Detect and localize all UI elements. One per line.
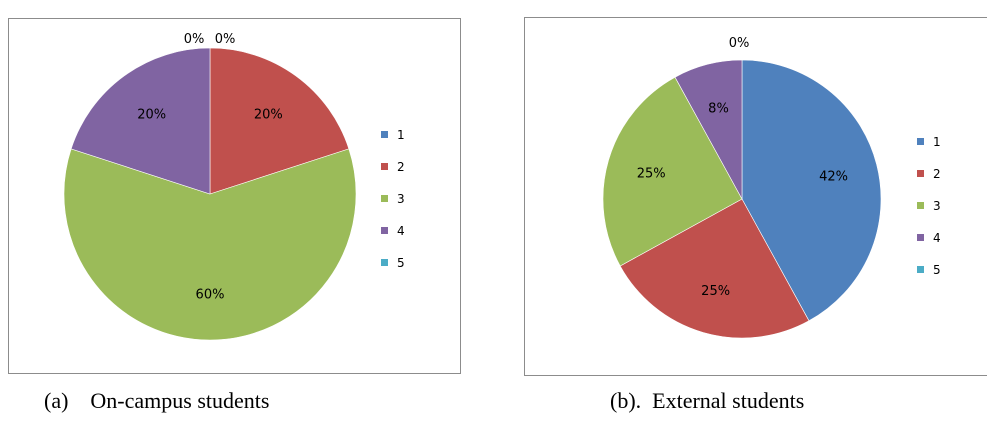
chart-b-data-label-3: 25% bbox=[637, 167, 666, 182]
chart-a-legend-item-5: 5 bbox=[381, 255, 405, 271]
chart-b-slice-2 bbox=[619, 198, 810, 339]
chart-b-legend-swatch-1 bbox=[917, 138, 924, 145]
chart-a-legend-swatch-3 bbox=[381, 195, 388, 202]
chart-a-data-label-5: 0% bbox=[215, 32, 236, 47]
chart-b-legend-label-2: 2 bbox=[933, 167, 941, 181]
chart-a-frame: 0% 20% 60% 20% 0% 1 2 3 4 5 bbox=[8, 18, 461, 374]
chart-b-slice-1 bbox=[741, 59, 882, 322]
chart-a-legend-label-1: 1 bbox=[397, 128, 405, 142]
chart-b-caption: (b). External students bbox=[610, 388, 805, 413]
chart-b-data-label-4: 8% bbox=[708, 101, 729, 116]
chart-a-data-label-1: 0% bbox=[184, 32, 205, 47]
chart-a-slice-4 bbox=[70, 47, 211, 195]
chart-b-data-label-1: 42% bbox=[819, 169, 848, 184]
chart-a-slice-2 bbox=[209, 47, 350, 195]
chart-b-data-label-5: 0% bbox=[729, 36, 750, 51]
chart-b-legend-swatch-4 bbox=[917, 234, 924, 241]
chart-b-frame: 42% 25% 25% 8% 0% 1 2 3 4 5 bbox=[524, 17, 987, 376]
chart-a-legend-item-1: 1 bbox=[381, 127, 405, 143]
chart-b-legend-item-4: 4 bbox=[917, 230, 941, 246]
chart-b-legend-item-2: 2 bbox=[917, 166, 941, 182]
chart-a-legend-item-4: 4 bbox=[381, 223, 405, 239]
chart-a-legend-label-3: 3 bbox=[397, 192, 405, 206]
chart-a-legend-item-3: 3 bbox=[381, 191, 405, 207]
chart-b-data-label-2: 25% bbox=[701, 284, 730, 299]
chart-b-pie: 42% 25% 25% 8% 0% bbox=[602, 36, 882, 339]
chart-a-legend-swatch-5 bbox=[381, 259, 388, 266]
chart-a-pie: 0% 20% 60% 20% 0% bbox=[63, 32, 357, 341]
chart-a-data-label-4: 20% bbox=[137, 108, 166, 123]
chart-b-legend-label-3: 3 bbox=[933, 199, 941, 213]
chart-b-slice-3 bbox=[602, 76, 743, 267]
chart-a-legend-swatch-1 bbox=[381, 131, 388, 138]
chart-b-legend-item-3: 3 bbox=[917, 198, 941, 214]
chart-a-legend-label-5: 5 bbox=[397, 256, 405, 270]
chart-b-legend-swatch-2 bbox=[917, 170, 924, 177]
chart-b-legend-swatch-5 bbox=[917, 266, 924, 273]
chart-a-legend-swatch-2 bbox=[381, 163, 388, 170]
chart-a-legend-item-2: 2 bbox=[381, 159, 405, 175]
chart-a-data-label-2: 20% bbox=[254, 108, 283, 123]
chart-a-data-label-3: 60% bbox=[196, 287, 225, 302]
chart-b-legend-item-1: 1 bbox=[917, 134, 941, 150]
chart-b-legend-label-1: 1 bbox=[933, 135, 941, 149]
chart-a-legend-label-2: 2 bbox=[397, 160, 405, 174]
chart-b-legend-swatch-3 bbox=[917, 202, 924, 209]
chart-a-caption: (a) On-campus students bbox=[44, 388, 270, 413]
chart-b-legend-label-5: 5 bbox=[933, 263, 941, 277]
chart-a-legend-label-4: 4 bbox=[397, 224, 405, 238]
chart-b-legend-item-5: 5 bbox=[917, 262, 941, 278]
chart-b-slice-4 bbox=[674, 59, 743, 200]
chart-a-slice-3 bbox=[63, 148, 357, 341]
chart-b-legend-label-4: 4 bbox=[933, 231, 941, 245]
chart-a-legend-swatch-4 bbox=[381, 227, 388, 234]
